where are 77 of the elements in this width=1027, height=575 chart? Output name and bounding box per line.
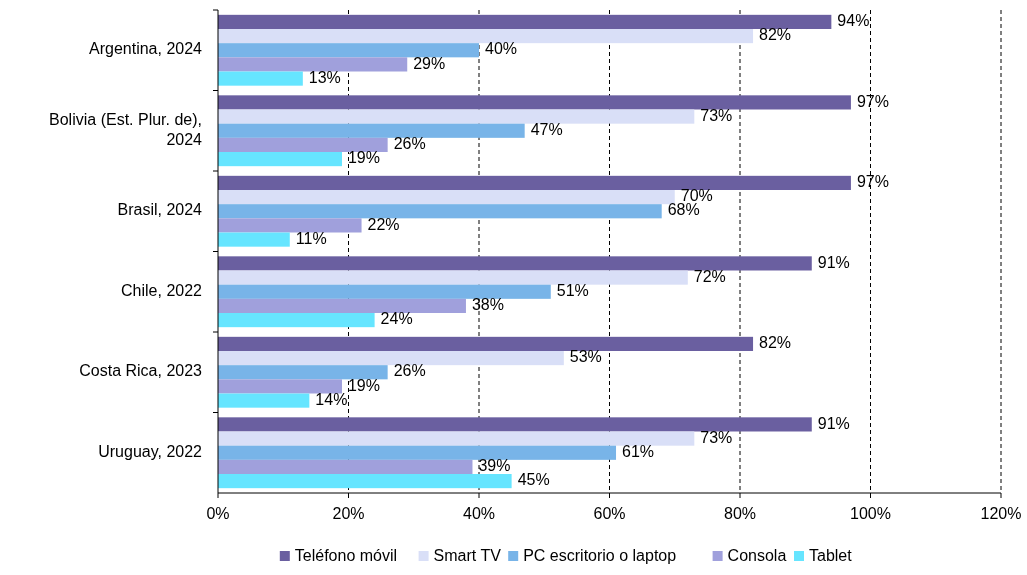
x-tick-label: 80% <box>723 505 757 522</box>
data-label: 73% <box>700 428 733 446</box>
data-label: 68% <box>667 201 700 219</box>
data-label: 13% <box>308 68 341 86</box>
bar <box>218 232 290 247</box>
bar <box>218 284 551 299</box>
bar <box>218 218 362 233</box>
bar <box>218 379 342 394</box>
y-tick-label: Brasil, 2024 <box>117 201 203 219</box>
data-label: 82% <box>759 26 792 44</box>
data-label: 73% <box>700 106 733 124</box>
bar <box>218 137 388 152</box>
legend-label: Tablet <box>809 547 853 564</box>
bar <box>218 204 662 219</box>
x-tick-label: 40% <box>462 505 496 522</box>
bar <box>218 57 408 72</box>
bar <box>218 14 832 29</box>
legend-label: Smart TV <box>433 547 502 564</box>
bar <box>218 95 851 110</box>
data-label: 14% <box>315 390 348 408</box>
y-tick-label: Bolivia (Est. Plur. de), 2024 <box>49 110 203 148</box>
data-label: 24% <box>380 310 413 328</box>
bar <box>218 336 754 351</box>
data-label: 26% <box>393 135 426 153</box>
bar <box>218 256 812 271</box>
data-label: 91% <box>817 253 850 271</box>
bar <box>218 351 564 366</box>
y-tick-label: Chile, 2022 <box>121 281 203 299</box>
data-label: 38% <box>471 296 504 314</box>
data-label: 40% <box>485 40 518 58</box>
bar <box>218 474 512 489</box>
bar <box>218 123 525 138</box>
bar <box>218 71 303 86</box>
x-tick-label: 20% <box>332 505 365 522</box>
data-label: 29% <box>413 54 446 72</box>
data-label: 22% <box>367 215 400 233</box>
bar <box>218 152 342 167</box>
data-label: 91% <box>817 414 850 432</box>
bar <box>218 445 617 460</box>
data-label: 53% <box>569 348 602 366</box>
y-tick-label: Argentina, 2024 <box>89 40 203 58</box>
data-label: 72% <box>693 267 726 285</box>
bar <box>218 417 812 432</box>
bar <box>218 175 851 190</box>
data-label: 26% <box>393 362 426 380</box>
data-label: 45% <box>517 471 550 489</box>
legend-label: Consola <box>727 547 787 564</box>
bar <box>218 313 375 328</box>
data-label: 97% <box>856 92 889 110</box>
bar <box>218 29 754 44</box>
data-label: 97% <box>856 173 889 191</box>
data-label: 82% <box>759 334 792 352</box>
bar <box>218 393 310 408</box>
x-tick-label: 120% <box>980 505 1022 522</box>
x-tick-label: 100% <box>850 505 891 522</box>
bar <box>218 190 675 205</box>
data-label: 47% <box>530 120 563 138</box>
data-label: 39% <box>478 457 511 475</box>
data-label: 19% <box>347 376 381 394</box>
bar <box>218 109 695 124</box>
bar <box>218 298 466 313</box>
legend-label: PC escritorio o laptop <box>523 547 677 564</box>
x-tick-label: 60% <box>593 505 626 522</box>
bar <box>218 43 479 58</box>
x-tick-label: 0% <box>206 505 230 522</box>
bar <box>218 365 388 380</box>
data-label: 11% <box>295 229 327 247</box>
y-tick-label: Uruguay, 2022 <box>98 442 203 460</box>
data-label: 19% <box>347 149 381 167</box>
data-label: 94% <box>837 12 870 30</box>
bar <box>218 270 688 285</box>
bar <box>218 431 695 446</box>
bar <box>218 459 473 474</box>
legend-label: Teléfono móvil <box>294 547 398 564</box>
data-label: 51% <box>556 281 589 299</box>
y-tick-label: Costa Rica, 2023 <box>79 362 203 380</box>
data-label: 61% <box>622 442 655 460</box>
